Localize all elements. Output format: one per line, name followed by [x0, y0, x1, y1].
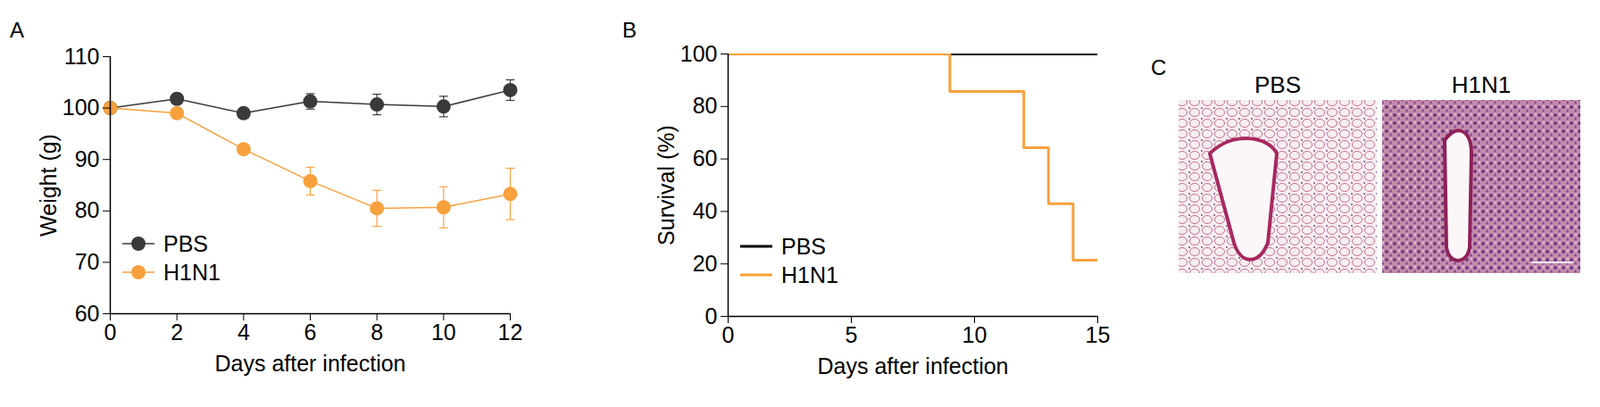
html-text:H1N1: H1N1: [163, 259, 221, 285]
svg-text:5: 5: [845, 322, 859, 348]
svg-text:100: 100: [62, 94, 100, 120]
html-text:A: A: [9, 17, 25, 42]
svg-text:90: 90: [75, 146, 100, 172]
svg-text:Days after infection: Days after infection: [817, 353, 1009, 379]
svg-text:2: 2: [170, 319, 184, 345]
html-text:C: C: [1150, 55, 1167, 80]
svg-text:H1N1: H1N1: [1451, 71, 1511, 99]
svg-text:60: 60: [75, 300, 100, 326]
svg-text:4: 4: [237, 319, 250, 345]
svg-text:8: 8: [370, 319, 384, 345]
svg-text:Survival (%): Survival (%): [653, 125, 679, 246]
svg-text:20: 20: [692, 250, 718, 276]
svg-text:100: 100: [680, 41, 718, 67]
svg-text:110: 110: [64, 43, 100, 69]
svg-text:80: 80: [75, 197, 100, 223]
svg-text:80: 80: [692, 92, 718, 118]
svg-text:Days after infection: Days after infection: [215, 350, 407, 376]
svg-text:6: 6: [304, 319, 317, 345]
html-text:H1N1: H1N1: [781, 262, 839, 288]
svg-text:10: 10: [962, 322, 988, 348]
svg-text:40: 40: [692, 198, 718, 224]
svg-text:0: 0: [722, 322, 735, 348]
html-text:PBS: PBS: [781, 233, 826, 259]
html-text:B: B: [622, 17, 637, 42]
svg-text:0: 0: [705, 303, 718, 329]
svg-text:15: 15: [1085, 322, 1111, 348]
svg-text:Weight (g): Weight (g): [35, 133, 61, 237]
svg-text:60: 60: [692, 145, 718, 171]
svg-text:10: 10: [431, 319, 457, 345]
svg-text:PBS: PBS: [1254, 71, 1301, 99]
html-text:PBS: PBS: [163, 230, 209, 256]
svg-text:12: 12: [498, 319, 524, 345]
svg-text:70: 70: [75, 249, 100, 275]
svg-text:0: 0: [104, 319, 117, 345]
